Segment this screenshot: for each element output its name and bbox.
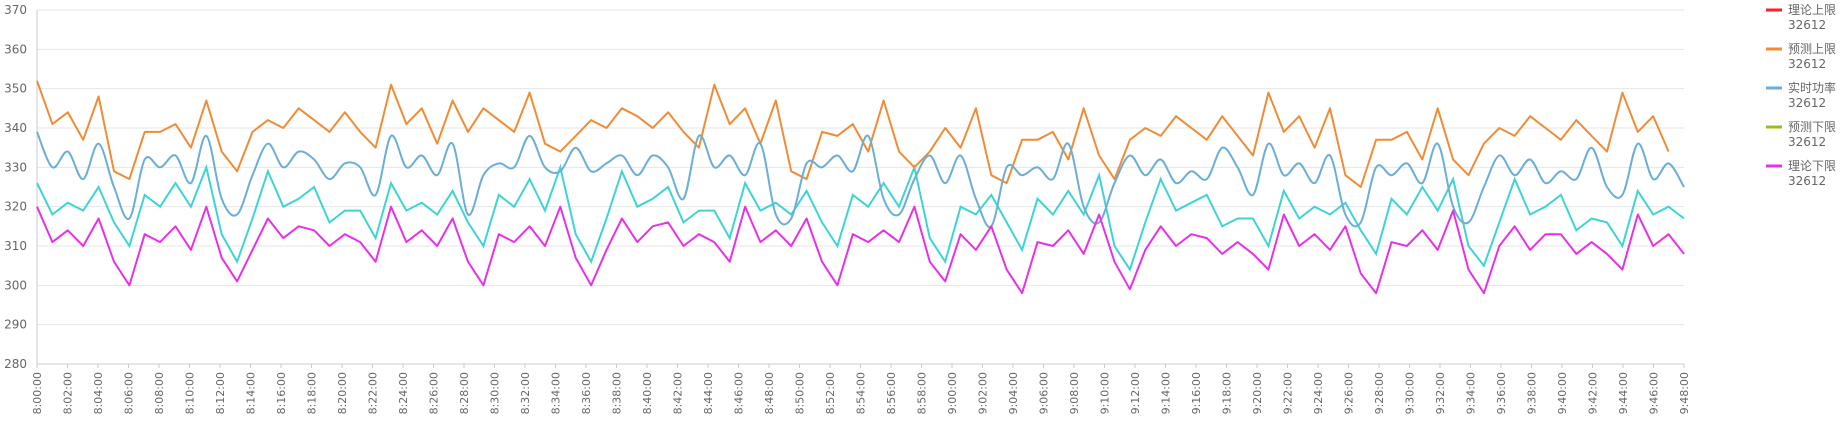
x-tick-label: 8:32:00: [519, 372, 532, 414]
x-tick-label: 8:42:00: [672, 372, 685, 414]
x-tick-label: 8:04:00: [92, 372, 105, 414]
x-tick-label: 9:44:00: [1617, 372, 1630, 414]
x-tick-label: 9:20:00: [1251, 372, 1264, 414]
x-tick-label: 9:28:00: [1373, 372, 1386, 414]
legend-sublabel: 32612: [1788, 135, 1826, 149]
x-tick-label: 8:16:00: [275, 372, 288, 414]
x-tick-label: 9:26:00: [1343, 372, 1356, 414]
x-tick-label: 9:46:00: [1648, 372, 1661, 414]
x-tick-label: 9:02:00: [977, 372, 990, 414]
series-lines: [36, 80, 1685, 295]
x-tick-label: 9:34:00: [1465, 372, 1478, 414]
x-tick-label: 9:08:00: [1068, 372, 1081, 414]
x-tick-label: 9:48:00: [1678, 372, 1691, 414]
x-tick-label: 8:34:00: [550, 372, 563, 414]
x-tick-label: 8:30:00: [489, 372, 502, 414]
x-tick-label: 9:42:00: [1587, 372, 1600, 414]
x-tick-label: 8:10:00: [184, 372, 197, 414]
x-tick-label: 8:02:00: [62, 372, 75, 414]
x-tick-label: 8:54:00: [855, 372, 868, 414]
series-line-4: [36, 205, 1685, 295]
y-tick-label: 340: [4, 121, 27, 135]
legend-label[interactable]: 理论下限: [1788, 159, 1836, 173]
x-tick-label: 9:38:00: [1526, 372, 1539, 414]
legend-label[interactable]: 理论上限: [1788, 3, 1836, 17]
y-tick-label: 290: [4, 318, 27, 332]
y-tick-label: 330: [4, 160, 27, 174]
legend-label[interactable]: 预测上限: [1788, 42, 1836, 56]
y-tick-label: 310: [4, 239, 27, 253]
series-line-band: [36, 163, 1685, 272]
x-tick-label: 8:06:00: [123, 372, 136, 414]
x-tick-label: 9:30:00: [1404, 372, 1417, 414]
x-tick-label: 8:14:00: [245, 372, 258, 414]
x-tick-label: 9:40:00: [1556, 372, 1569, 414]
axes: 280 290 300 310 320 330 340 350 360 370 8:00:00 8:0…: [4, 3, 1691, 414]
x-tick-label: 8:36:00: [580, 372, 593, 414]
x-tick-label: 9:22:00: [1282, 372, 1295, 414]
x-tick-label: 9:32:00: [1434, 372, 1447, 414]
x-tick-label: 8:40:00: [641, 372, 654, 414]
y-tick-label: 370: [4, 3, 27, 17]
x-tick-label: 8:26:00: [428, 372, 441, 414]
legend-label[interactable]: 预测下限: [1788, 120, 1836, 134]
x-tick-label: 8:24:00: [397, 372, 410, 414]
y-tick-label: 300: [4, 278, 27, 292]
x-tick-label: 8:56:00: [885, 372, 898, 414]
x-tick-label: 9:10:00: [1099, 372, 1112, 414]
x-tick-label: 8:38:00: [611, 372, 624, 414]
x-tick-label: 8:22:00: [367, 372, 380, 414]
legend-sublabel: 32612: [1788, 57, 1826, 71]
x-tick-label: 9:16:00: [1190, 372, 1203, 414]
y-tick-label: 350: [4, 82, 27, 96]
x-tick-label: 8:44:00: [702, 372, 715, 414]
x-tick-label: 8:12:00: [214, 372, 227, 414]
x-tick-label: 9:00:00: [946, 372, 959, 414]
x-tick-label: 8:52:00: [824, 372, 837, 414]
y-tick-label: 280: [4, 357, 27, 371]
y-tick-label: 320: [4, 200, 27, 214]
x-tick-label: 8:18:00: [306, 372, 319, 414]
x-tick-label: 9:04:00: [1007, 372, 1020, 414]
x-tick-label: 8:08:00: [153, 372, 166, 414]
x-tick-label: 9:06:00: [1038, 372, 1051, 414]
x-tick-label: 8:50:00: [794, 372, 807, 414]
legend: 理论上限32612预测上限32612实时功率32612预测下限32612理论下限…: [1766, 3, 1836, 188]
gridlines: [37, 9, 1684, 365]
x-tick-label: 8:58:00: [916, 372, 929, 414]
x-tick-label: 9:24:00: [1312, 372, 1325, 414]
x-tick-label: 8:20:00: [336, 372, 349, 414]
x-tick-label: 8:48:00: [763, 372, 776, 414]
y-tick-label: 360: [4, 42, 27, 56]
legend-sublabel: 32612: [1788, 174, 1826, 188]
x-tick-label: 8:28:00: [458, 372, 471, 414]
series-line-2: [36, 131, 1685, 229]
x-tick-label: 9:36:00: [1495, 372, 1508, 414]
x-tick-label: 9:12:00: [1129, 372, 1142, 414]
legend-sublabel: 32612: [1788, 96, 1826, 110]
x-tick-label: 9:18:00: [1221, 372, 1234, 414]
x-tick-label: 8:00:00: [31, 372, 44, 414]
series-line-1: [36, 80, 1670, 188]
x-tick-label: 9:14:00: [1160, 372, 1173, 414]
x-tick-label: 8:46:00: [733, 372, 746, 414]
legend-sublabel: 32612: [1788, 18, 1826, 32]
legend-label[interactable]: 实时功率: [1788, 80, 1836, 95]
